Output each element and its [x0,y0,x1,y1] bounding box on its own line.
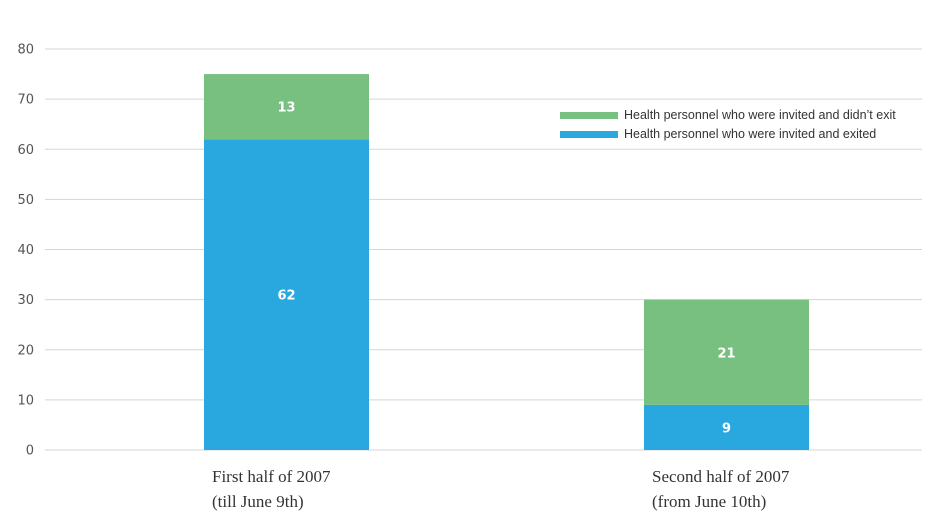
y-tick-label: 50 [17,193,34,208]
x-category-label: Second half of 2007 [652,467,790,486]
data-label: 13 [277,101,295,116]
gridlines [45,48,922,451]
data-label: 21 [717,346,735,361]
data-label: 62 [277,289,295,304]
legend-label: Health personnel who were invited and di… [624,108,896,122]
y-tick-label: 10 [17,393,34,408]
legend: Health personnel who were invited and di… [560,108,896,141]
y-tick-label: 60 [17,143,34,158]
x-category-label: (till June 9th) [212,492,304,511]
y-axis: 0 10 20 30 40 50 60 70 80 [17,43,34,459]
y-tick-label: 80 [17,43,34,58]
legend-label: Health personnel who were invited and ex… [624,127,876,141]
legend-swatch [560,131,618,138]
bar-segment [644,404,809,450]
bar-segment [204,74,369,140]
y-tick-label: 20 [17,343,34,358]
bar-segment [204,139,369,450]
data-label: 9 [722,421,731,436]
bars [204,74,809,450]
y-tick-label: 40 [17,243,34,258]
data-labels: 62 13 9 21 [277,101,735,437]
x-axis: First half of 2007 (till June 9th) Second … [212,467,790,511]
y-tick-label: 0 [26,444,34,459]
legend-swatch [560,112,618,119]
bar-segment [644,299,809,405]
x-category-label: (from June 10th) [652,492,766,511]
y-tick-label: 30 [17,293,34,308]
y-tick-label: 70 [17,93,34,108]
x-category-label: First half of 2007 [212,467,331,486]
